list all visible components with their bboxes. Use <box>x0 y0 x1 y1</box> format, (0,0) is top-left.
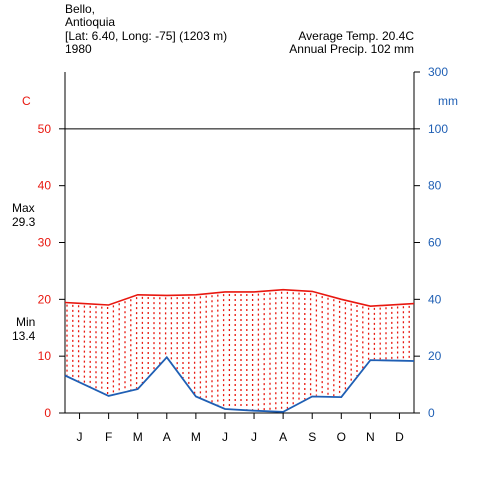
series-lines <box>64 288 415 413</box>
month-label: J <box>251 430 257 444</box>
month-label: A <box>279 430 287 444</box>
min-label: Min <box>16 315 35 329</box>
region-name: Antioquia <box>65 15 115 29</box>
left-tick-label: 30 <box>38 236 52 250</box>
right-tick-label: 100 <box>428 122 448 136</box>
min-value: 13.4 <box>12 329 36 343</box>
right-tick-label: 80 <box>428 179 442 193</box>
month-label: M <box>133 430 143 444</box>
precipitation-line <box>64 355 415 413</box>
annual-precip: Annual Precip. 102 mm <box>289 42 414 56</box>
month-label: D <box>395 430 404 444</box>
temperature-line <box>64 288 415 308</box>
right-tick-label: 0 <box>428 406 435 420</box>
left-tick-label: 0 <box>44 406 51 420</box>
month-label: N <box>366 430 375 444</box>
tick-labels: 0 10 20 30 40 50 0 20 40 60 80 100 300 J F M A M J J A S O N D <box>38 65 449 444</box>
precip-unit-label: mm <box>438 94 458 108</box>
right-tick-label: 20 <box>428 349 442 363</box>
right-tick-label: 300 <box>428 65 448 79</box>
month-label: O <box>337 430 346 444</box>
month-label: S <box>308 430 316 444</box>
left-tick-label: 50 <box>38 122 52 136</box>
year-label: 1980 <box>65 42 92 56</box>
left-tick-label: 20 <box>38 292 52 306</box>
temperature-precip-hatching <box>66 291 410 411</box>
max-value: 29.3 <box>12 215 36 229</box>
month-label: M <box>191 430 201 444</box>
station-name: Bello, <box>65 2 95 16</box>
axes <box>59 71 420 419</box>
temp-unit-label: C <box>22 94 31 108</box>
right-tick-label: 60 <box>428 236 442 250</box>
month-label: J <box>222 430 228 444</box>
month-label: J <box>77 430 83 444</box>
station-coords: [Lat: 6.40, Long: -75] (1203 m) <box>65 29 227 43</box>
month-label: A <box>163 430 171 444</box>
left-tick-label: 10 <box>38 349 52 363</box>
right-tick-label: 40 <box>428 292 442 306</box>
max-label: Max <box>12 201 35 215</box>
month-label: F <box>105 430 112 444</box>
average-temp: Average Temp. 20.4C <box>298 29 414 43</box>
left-tick-label: 40 <box>38 179 52 193</box>
